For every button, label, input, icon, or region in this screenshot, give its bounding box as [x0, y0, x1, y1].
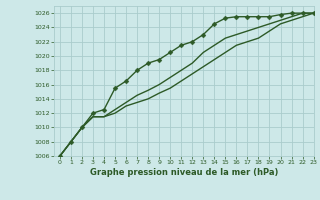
X-axis label: Graphe pression niveau de la mer (hPa): Graphe pression niveau de la mer (hPa) — [90, 168, 278, 177]
